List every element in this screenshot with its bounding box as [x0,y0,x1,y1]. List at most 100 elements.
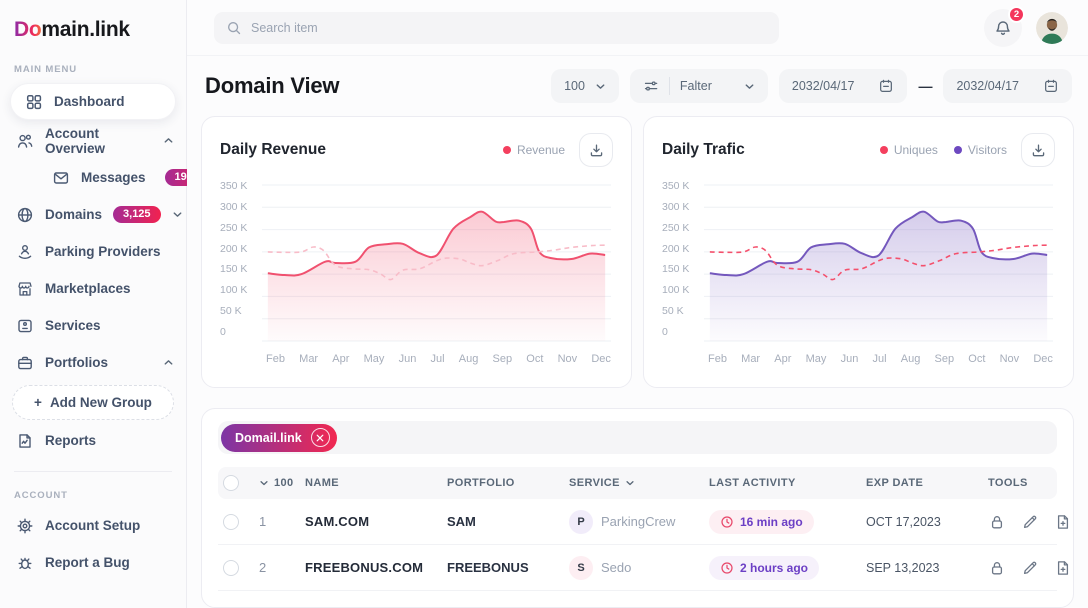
pencil-icon[interactable] [1021,559,1039,577]
download-chart-button[interactable] [579,133,613,167]
bug-icon [16,554,34,572]
service-cell: P ParkingCrew [569,509,709,534]
report-document-icon [16,432,34,450]
portfolio-name: SAM [447,514,476,529]
select-all-checkbox[interactable] [223,475,239,491]
file-plus-icon[interactable] [1054,513,1072,531]
sidebar-item-dashboard[interactable]: Dashboard [10,83,176,120]
sidebar-item-parking-providers[interactable]: Parking Providers [0,233,186,270]
chevron-down-icon [744,81,755,92]
search-icon [226,20,242,36]
sidebar-item-portfolios[interactable]: Portfolios [0,344,186,381]
column-last-activity: LAST ACTIVITY [709,477,796,489]
pencil-icon[interactable] [1021,513,1039,531]
page-title: Domain View [205,73,340,98]
column-name: NAME [305,477,339,489]
main-menu-label: MAIN MENU [14,64,77,75]
sidebar-item-account-overview[interactable]: Account Overview [0,122,186,159]
close-icon[interactable] [310,428,330,447]
filter-chip-domail-link[interactable]: Domail.link [221,423,337,452]
parking-provider-icon [16,243,34,261]
column-service[interactable]: SERVICE [569,477,709,489]
chart-title: Daily Trafic [662,141,745,158]
notification-count-badge: 2 [1008,5,1025,23]
search-input[interactable] [251,20,767,35]
search-bar[interactable] [214,11,779,44]
file-plus-icon[interactable] [1054,559,1072,577]
table-row: 1 SAM.COM SAM P ParkingCrew 16 min ago OC… [218,499,1069,545]
row-tools [988,559,1088,577]
chart-legend: Revenue [502,143,565,157]
add-new-group-button[interactable]: + Add New Group [12,385,174,420]
sidebar-item-report-bug[interactable]: Report a Bug [0,544,186,581]
domains-count-badge: 3,125 [113,206,161,223]
x-axis-labels: Feb Mar Apr May Jun Jul Aug Sep Oct Nov Dec [708,353,1053,365]
download-icon [1030,142,1047,159]
legend-dot [502,146,511,154]
notifications-button[interactable]: 2 [984,5,1025,47]
sidebar-item-reports[interactable]: Reports [0,422,186,459]
column-exp-date: EXP DATE [866,477,924,489]
table-row: 2 FREEBONUS.COM FREEBONUS S Sedo 2 hours … [218,545,1069,591]
lock-icon[interactable] [988,513,1006,531]
sidebar-item-account-setup[interactable]: Account Setup [0,507,186,544]
globe-icon [16,206,34,224]
chart-legend: Uniques Visitors [879,143,1007,157]
chevron-down-icon[interactable] [259,478,269,488]
table-header-row: 100 NAME PORTFOLIO SERVICE LAST ACTIVITY… [218,467,1057,499]
exp-date: SEP 13,2023 [866,560,940,575]
service-name: Sedo [601,560,632,575]
column-portfolio: PORTFOLIO [447,477,515,489]
chevron-down-icon [625,478,635,488]
gear-icon [16,517,34,535]
date-from-picker[interactable]: 2032/04/17 [778,69,908,103]
briefcase-icon [16,354,34,372]
sliders-icon [643,78,659,94]
clock-icon [720,515,734,529]
user-avatar[interactable] [1036,11,1068,44]
row-checkbox[interactable] [223,559,239,576]
calendar-icon [1043,78,1059,94]
sidebar-item-marketplaces[interactable]: Marketplaces [0,270,186,307]
row-checkbox[interactable] [223,513,239,530]
row-tools [988,513,1088,531]
page-header: Domain View 100 Falter 2032/04/17 — [205,69,1072,103]
main-area: 2 Domain View 100 Falter [187,0,1088,608]
last-activity-badge: 16 min ago [709,509,814,534]
domains-table-card: Domail.link 100 NAME PORTFOLIO SERVICE L… [201,408,1074,608]
chevron-down-icon[interactable] [172,209,183,220]
plus-icon: + [34,395,42,410]
topbar: 2 [187,0,1088,56]
sidebar-item-domains[interactable]: Domains 3,125 [0,196,186,233]
calendar-icon [878,78,894,94]
chart-title: Daily Revenue [220,141,326,158]
filter-select[interactable]: Falter [629,69,768,103]
revenue-chart [260,177,613,353]
sidebar-item-services[interactable]: Services [0,307,186,344]
date-range-separator: — [918,78,933,94]
filter-chip-bar: Domail.link [218,421,1057,454]
chevron-down-icon [595,81,606,92]
service-name: ParkingCrew [601,514,676,529]
legend-dot [953,146,962,154]
chevron-up-icon[interactable] [163,357,174,368]
sidebar-item-messages[interactable]: Messages 19135 [0,159,216,196]
row-number: 1 [259,514,267,529]
last-activity-badge: 2 hours ago [709,555,820,580]
page-size-select[interactable]: 100 [551,69,619,103]
chevron-up-icon[interactable] [163,135,174,146]
app-logo[interactable]: Domain.link [14,18,130,41]
sidebar: Domain.link MAIN MENU Dashboard Account … [0,0,216,608]
domain-name[interactable]: FREEBONUS.COM [305,560,424,575]
download-chart-button[interactable] [1021,133,1055,167]
service-cell: S Sedo [569,555,709,580]
date-to-picker[interactable]: 2032/04/17 [943,69,1072,103]
portfolio-name: FREEBONUS [447,560,529,575]
trafic-chart [702,177,1055,353]
users-icon [16,132,34,150]
domain-name[interactable]: SAM.COM [305,514,370,529]
lock-icon[interactable] [988,559,1006,577]
mail-icon [52,169,70,187]
